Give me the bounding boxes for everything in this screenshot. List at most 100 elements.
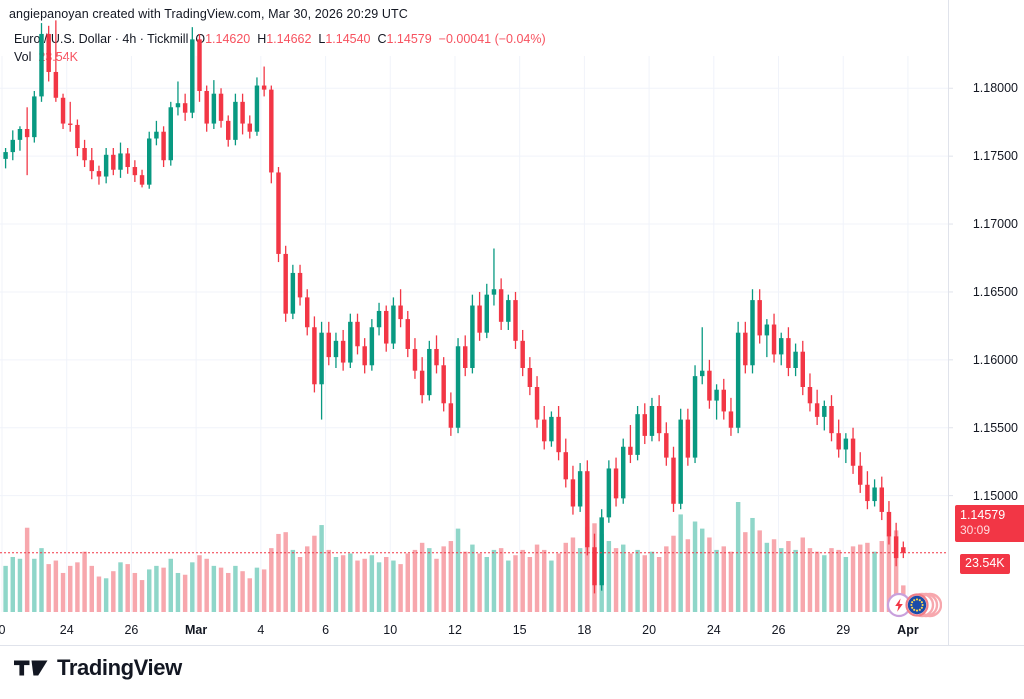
candle-body bbox=[3, 152, 8, 159]
time-axis[interactable]: 0 24 26 Mar 4 6 10 12 15 18 20 24 26 29 Apr bbox=[0, 612, 948, 645]
volume-label[interactable]: Vol bbox=[14, 50, 32, 64]
candle-body bbox=[556, 416, 561, 453]
candle-body bbox=[771, 324, 777, 355]
interval-label[interactable]: 4h bbox=[122, 32, 137, 46]
candle-body bbox=[779, 338, 784, 355]
volume-bar bbox=[707, 537, 712, 612]
candle-body bbox=[89, 160, 94, 172]
volume-bar bbox=[678, 514, 683, 612]
candle-body bbox=[376, 310, 382, 328]
volume-bar bbox=[829, 548, 834, 612]
candle-body bbox=[333, 340, 339, 358]
candle-body bbox=[355, 321, 360, 347]
candle-body bbox=[592, 547, 597, 586]
candle-body bbox=[872, 487, 877, 502]
candle-body bbox=[628, 446, 633, 455]
volume-bar bbox=[671, 535, 676, 612]
candle-body bbox=[10, 139, 15, 153]
eu-flag-icon[interactable] bbox=[905, 593, 929, 617]
candle-body bbox=[477, 305, 482, 333]
volume-bar bbox=[190, 562, 195, 612]
candle-body bbox=[412, 348, 418, 371]
volume-bar bbox=[10, 557, 15, 612]
volume-bar bbox=[764, 542, 770, 612]
candle-body bbox=[621, 446, 626, 499]
candle-body bbox=[793, 351, 798, 368]
volume-bar bbox=[46, 564, 51, 612]
candle-body bbox=[901, 547, 906, 553]
candle-body bbox=[218, 93, 224, 121]
symbol-name[interactable]: Euro / U.S. Dollar bbox=[14, 32, 112, 46]
volume-bar bbox=[484, 557, 489, 612]
candle-body bbox=[513, 300, 518, 341]
candle-body bbox=[671, 457, 676, 504]
volume-bar bbox=[118, 562, 123, 612]
candle-body bbox=[577, 471, 583, 507]
volume-bar bbox=[628, 553, 633, 612]
candle-body bbox=[635, 414, 640, 455]
volume-bar bbox=[362, 558, 367, 612]
volume-bar bbox=[865, 542, 870, 612]
candle-body bbox=[111, 154, 116, 170]
volume-bar bbox=[319, 525, 324, 612]
candle-body bbox=[728, 411, 734, 428]
candle-body bbox=[96, 171, 102, 177]
chart-plot-area[interactable] bbox=[0, 20, 953, 612]
time-axis-tick: 24 bbox=[59, 623, 74, 637]
volume-bar bbox=[348, 553, 353, 612]
candle-body bbox=[211, 93, 217, 124]
price-axis-tick: 1.16500 bbox=[972, 284, 1018, 299]
volume-bar bbox=[793, 549, 798, 612]
volume-bar bbox=[226, 572, 231, 612]
volume-bar bbox=[283, 532, 288, 612]
volume-bar bbox=[276, 533, 281, 612]
volume-bar bbox=[520, 549, 525, 612]
candle-body bbox=[599, 517, 604, 586]
time-axis-tick: 18 bbox=[577, 623, 592, 637]
volume-bar bbox=[836, 549, 841, 612]
candle-body bbox=[182, 103, 188, 113]
candle-body bbox=[800, 351, 805, 387]
volume-bar bbox=[750, 517, 755, 612]
volume-bar bbox=[168, 558, 173, 612]
legend-separator-1: · bbox=[111, 32, 123, 46]
high-label: H bbox=[257, 32, 267, 46]
volume-bar bbox=[463, 551, 468, 612]
symbol-corner-badges[interactable] bbox=[886, 590, 943, 620]
tradingview-logo[interactable]: TradingView bbox=[14, 655, 182, 681]
volume-bar bbox=[139, 580, 145, 612]
candle-body bbox=[305, 297, 310, 328]
candle-body bbox=[520, 340, 525, 368]
volume-bar bbox=[656, 557, 662, 612]
time-axis-tick: 29 bbox=[836, 623, 851, 637]
candle-body bbox=[534, 387, 540, 420]
candle-body bbox=[814, 403, 820, 417]
candle-body bbox=[491, 289, 497, 295]
volume-bar bbox=[376, 562, 382, 612]
time-axis-divider bbox=[0, 645, 1024, 646]
price-axis-tick: 1.18000 bbox=[972, 81, 1018, 96]
candle-body bbox=[405, 319, 410, 349]
candle-body bbox=[527, 367, 533, 387]
volume-bar bbox=[312, 535, 317, 612]
volume-bar bbox=[498, 548, 504, 612]
volume-bar bbox=[786, 541, 791, 612]
candlestick-chart[interactable] bbox=[0, 20, 953, 612]
candle-body bbox=[757, 300, 762, 336]
candle-body bbox=[147, 138, 152, 185]
volume-bar bbox=[635, 549, 640, 612]
candle-body bbox=[563, 452, 568, 480]
volume-bar bbox=[39, 548, 44, 612]
candle-body bbox=[60, 97, 66, 124]
candle-body bbox=[678, 419, 683, 504]
candle-body bbox=[427, 348, 432, 396]
candle-body bbox=[448, 403, 454, 428]
candle-body bbox=[283, 253, 288, 314]
broker-label[interactable]: Tickmill bbox=[147, 32, 189, 46]
candle-body bbox=[82, 148, 87, 161]
candle-body bbox=[190, 39, 195, 113]
price-axis[interactable]: 1.18000 1.17500 1.17000 1.16500 1.16000 1.155… bbox=[948, 56, 1024, 612]
candle-body bbox=[735, 332, 741, 428]
volume-bar bbox=[154, 565, 159, 612]
volume-bar bbox=[17, 558, 23, 612]
